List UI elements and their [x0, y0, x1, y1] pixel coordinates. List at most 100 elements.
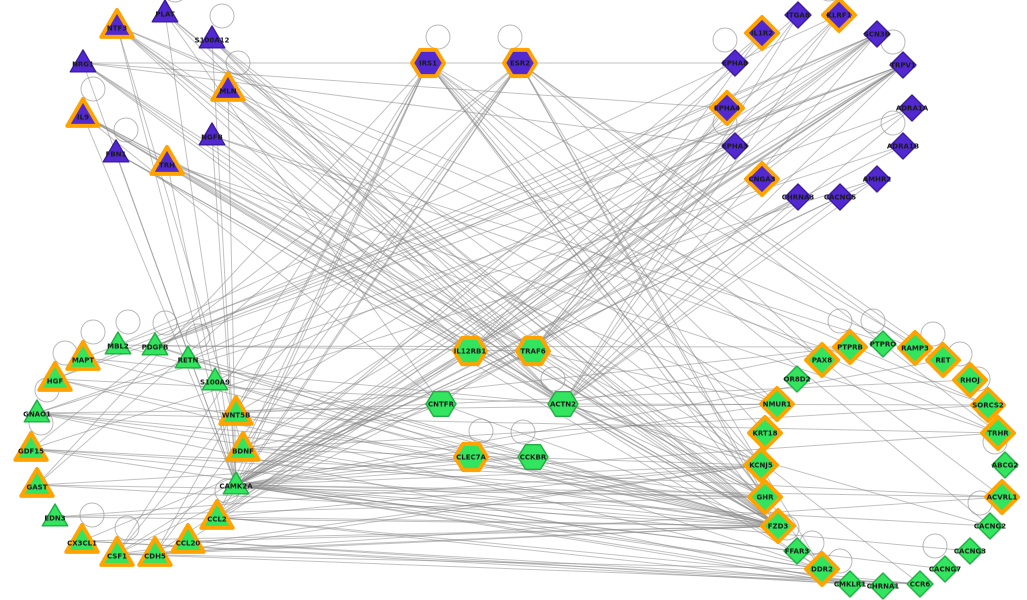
edge-GAST-CCKBR[interactable] — [36, 456, 534, 486]
node-S100A12[interactable] — [198, 25, 226, 49]
node-GNAO1[interactable] — [23, 399, 51, 423]
edge-CAMK2A-KCNJ5[interactable] — [235, 464, 762, 486]
edge-GDF15-ACVRL1[interactable] — [30, 448, 1003, 498]
edge-GNAO1-CMKLR1[interactable] — [36, 412, 851, 585]
node-ADRA1A[interactable] — [898, 94, 926, 122]
node-RET[interactable] — [925, 342, 961, 378]
edge-IL12RB1-IL1R2[interactable] — [469, 32, 763, 352]
self-loop-PLAT[interactable] — [163, 0, 187, 3]
self-loop-ESR2[interactable] — [497, 24, 523, 50]
self-loop-RET[interactable] — [920, 321, 946, 347]
edge-TRAF6-CHRNA3[interactable] — [532, 196, 799, 352]
self-loop-CACNG7[interactable] — [922, 533, 948, 559]
edge-ACTN2-KLRF1[interactable] — [562, 14, 840, 405]
edge-ACTN2-SCN3B[interactable] — [562, 33, 878, 405]
node-KLRF1[interactable] — [821, 0, 857, 33]
node-CACNG3[interactable] — [956, 537, 984, 565]
node-PDGFB[interactable] — [141, 332, 169, 356]
node-PAX8[interactable] — [804, 342, 840, 378]
edge-ACTN2-FZD3[interactable] — [562, 403, 779, 527]
edge-ACTN2-ITGA8[interactable] — [562, 14, 799, 405]
node-CCL20[interactable] — [170, 523, 206, 554]
node-DDR2[interactable] — [804, 551, 840, 587]
edge-CAMK2A-FZD3[interactable] — [235, 484, 779, 527]
edge-ACTN2-CACNG5[interactable] — [562, 196, 841, 405]
node-CACNG5[interactable] — [826, 183, 854, 211]
edge-CCL2-CMKLR1[interactable] — [216, 516, 851, 585]
edge-GNAO1-NMUR1[interactable] — [36, 403, 778, 414]
edge-IRS1-KRT18[interactable] — [427, 62, 766, 434]
node-CSF1[interactable] — [99, 536, 135, 567]
edge-HGF-SCN3B[interactable] — [54, 33, 878, 380]
node-HGF[interactable] — [37, 361, 73, 392]
edge-NTF3-BDNF[interactable] — [116, 25, 244, 450]
node-KCNJ5[interactable] — [743, 447, 779, 483]
node-EPHA8[interactable] — [721, 49, 749, 77]
node-SORCS2[interactable] — [970, 387, 1006, 423]
edge-PDGFB-TRPV1[interactable] — [154, 64, 904, 347]
node-IRS1[interactable] — [410, 47, 446, 79]
self-loop-RETN[interactable] — [185, 323, 211, 349]
self-loop-ADRA1B[interactable] — [880, 110, 906, 136]
node-ABCG2[interactable] — [991, 451, 1019, 479]
self-loop-PTPRB[interactable] — [827, 308, 853, 334]
edge-CCL20-CMKLR1[interactable] — [187, 540, 851, 585]
edge-GDF15-DDR2[interactable] — [30, 448, 823, 570]
node-MBL2[interactable] — [104, 331, 132, 355]
edge-GNAO1-TRHR[interactable] — [36, 412, 999, 434]
edge-TRAF6-NMUR1[interactable] — [532, 350, 778, 405]
edge-CDH5-TRPV1[interactable] — [154, 64, 904, 555]
node-ADRA1B[interactable] — [889, 132, 917, 160]
edge-IL9-TRAF6[interactable] — [82, 114, 534, 352]
edge-CCL2-SCN3B[interactable] — [216, 33, 878, 518]
edge-CLEC7A-FZD3[interactable] — [470, 456, 779, 527]
edge-ESR2-DDR2[interactable] — [519, 62, 823, 570]
edge-CDH5-FZD3[interactable] — [154, 525, 779, 555]
edge-IRS1-CCL2[interactable] — [216, 62, 429, 518]
edge-TRAF6-EPHA3[interactable] — [532, 145, 736, 352]
edge-IRS1-CDH5[interactable] — [154, 62, 429, 555]
edge-IL12RB1-CAMK2A[interactable] — [235, 350, 471, 486]
edge-CSF1-DDR2[interactable] — [116, 553, 823, 570]
edge-CCL20-CCR6[interactable] — [187, 540, 921, 585]
edge-CAMK2A-IL1R2[interactable] — [235, 32, 763, 486]
edge-NGFB-ACTN2[interactable] — [211, 135, 564, 405]
node-CACNG2[interactable] — [976, 512, 1004, 540]
edge-CAMK2A-GHR[interactable] — [235, 484, 766, 498]
node-NTF3[interactable] — [99, 8, 135, 39]
edge-IL12RB1-SCN3B[interactable] — [469, 33, 878, 352]
edge-IL12RB1-TRPV1[interactable] — [469, 64, 904, 352]
node-ACTN2[interactable] — [547, 391, 579, 417]
node-PTPRO[interactable] — [869, 330, 897, 358]
node-MAPT[interactable] — [65, 340, 101, 371]
node-CLEC7A[interactable] — [453, 441, 489, 473]
self-loop-IL9[interactable] — [80, 76, 106, 102]
edge-CAMK2A-DDR2[interactable] — [235, 484, 823, 570]
edge-ESR2-FZD3[interactable] — [519, 62, 779, 527]
edge-ACTN2-KCNJ5[interactable] — [562, 403, 762, 466]
edge-TRAF6-KLRF1[interactable] — [532, 14, 840, 352]
edge-CAMK2A-RET[interactable] — [235, 359, 944, 486]
self-loop-KLRF1[interactable] — [817, 0, 841, 2]
edge-BDNF-KCNJ5[interactable] — [242, 448, 762, 466]
edge-ESR2-CAMK2A[interactable] — [235, 62, 521, 486]
node-CNTFR[interactable] — [425, 391, 457, 417]
edge-BDNF-SCN3B[interactable] — [242, 33, 878, 450]
node-IL9[interactable] — [65, 97, 101, 128]
self-loop-MBL2[interactable] — [115, 309, 141, 335]
edge-WNT5B-PTPRB[interactable] — [235, 346, 851, 414]
edge-PDGFB-SCN3B[interactable] — [154, 33, 878, 347]
node-AMHR2[interactable] — [863, 165, 891, 193]
edge-FBN1-ACTN2[interactable] — [115, 152, 564, 405]
edge-ESR2-RET[interactable] — [519, 62, 944, 361]
edge-PLAT-CNTFR[interactable] — [164, 12, 442, 405]
node-CHRNA3[interactable] — [784, 183, 812, 211]
edge-ACTN2-CHRNA3[interactable] — [562, 196, 799, 405]
node-FFAR3[interactable] — [783, 537, 811, 565]
edge-TRH-NMUR1[interactable] — [166, 162, 778, 405]
self-loop-S100A12[interactable] — [209, 3, 235, 29]
edge-TRAF6-IL1R2[interactable] — [532, 32, 763, 352]
edge-CAMK2A-ADRA1A[interactable] — [235, 107, 913, 486]
node-ITGA8[interactable] — [784, 1, 812, 29]
edge-CAMK2A-AMHR2[interactable] — [235, 178, 878, 486]
